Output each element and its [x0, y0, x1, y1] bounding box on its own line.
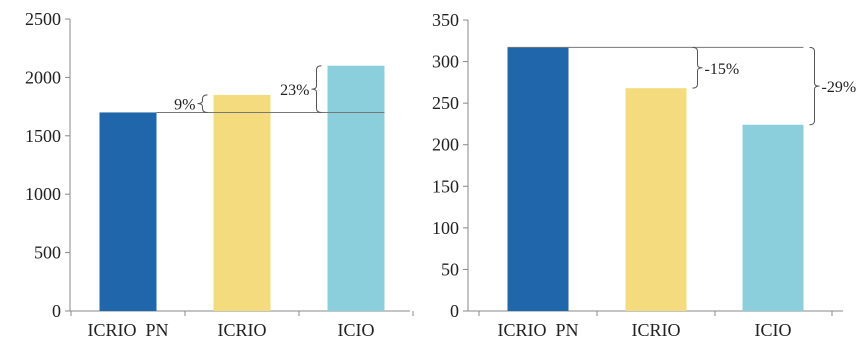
chart-panel-1: 0 500 1000 1500 2000 2500 ICRIO PN ICRIO ICIO 9% 2…	[25, 9, 414, 340]
x-category-label: ICRIO PN	[497, 320, 578, 340]
x-category-label: ICIO	[755, 320, 792, 340]
annotation-label: -15%	[705, 61, 740, 78]
y-tick-label: 50	[441, 259, 459, 279]
bar-3	[327, 65, 385, 311]
chart-panel-2: 0 50 100 150 200 250 300 350 ICRIO PN ICRIO ICIO -1…	[432, 10, 856, 340]
bar-3	[742, 124, 804, 311]
y-tick-label: 100	[432, 218, 459, 238]
brace-annotation	[197, 94, 208, 113]
bar-2	[625, 88, 687, 311]
y-tick-label: 1500	[25, 126, 61, 146]
annotation-label: 23%	[280, 82, 309, 99]
x-category-label: ICRIO	[218, 320, 267, 340]
x-category-label: ICIO	[338, 320, 375, 340]
y-tick-label: 500	[34, 243, 61, 263]
bar-1	[99, 112, 157, 311]
y-tick-label: 2000	[25, 67, 61, 87]
brace-annotation	[692, 46, 703, 89]
brace-annotation	[809, 46, 820, 126]
bar-2	[213, 94, 271, 311]
y-tick-label: 0	[52, 301, 61, 321]
x-category-label: ICRIO	[632, 320, 681, 340]
annotation-label: 9%	[174, 97, 195, 114]
y-tick-label: 1000	[25, 184, 61, 204]
y-tick-label: 2500	[25, 9, 61, 29]
y-tick-label: 0	[450, 301, 459, 321]
y-tick-label: 200	[432, 135, 459, 155]
y-tick-label: 250	[432, 93, 459, 113]
brace-annotation	[311, 65, 322, 113]
bar-1	[507, 47, 569, 312]
y-tick-label: 150	[432, 176, 459, 196]
annotation-label: -29%	[822, 79, 856, 96]
y-tick-label: 350	[432, 10, 459, 30]
y-tick-label: 300	[432, 52, 459, 72]
x-category-label: ICRIO PN	[87, 320, 168, 340]
